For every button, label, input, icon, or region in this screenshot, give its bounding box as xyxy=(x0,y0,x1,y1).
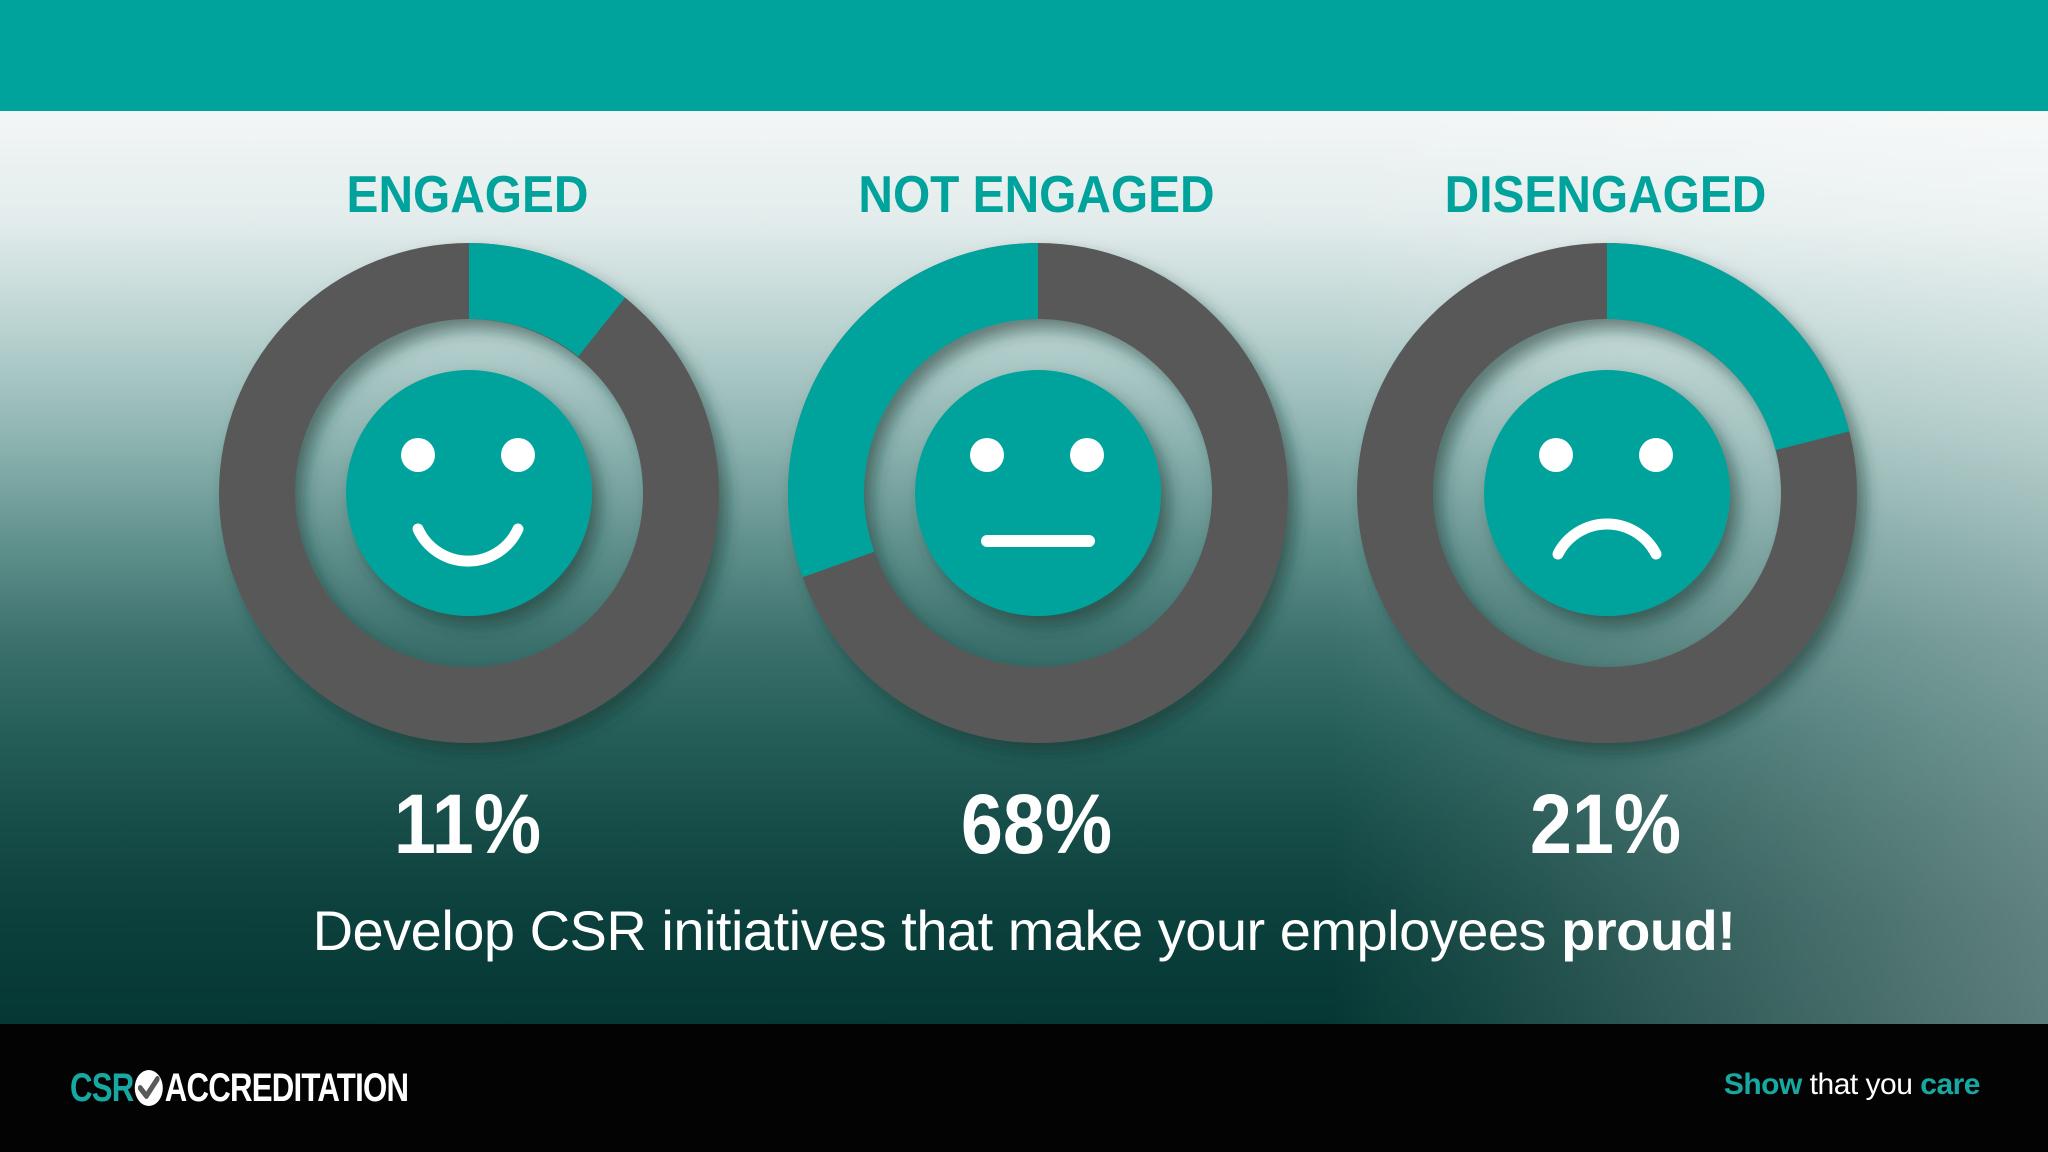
engaged-label: ENGAGED xyxy=(346,166,589,224)
tagline: Develop CSR initiatives that make your e… xyxy=(0,898,2048,963)
engaged-percentage: 11% xyxy=(393,777,542,871)
slogan-care: care xyxy=(1920,1068,1980,1101)
not-engaged-panel: NOT ENGAGED 68% xyxy=(752,111,1321,1024)
not-engaged-label: NOT ENGAGED xyxy=(858,166,1215,224)
engaged-donut-chart xyxy=(215,239,723,747)
tagline-emphasis: proud! xyxy=(1561,899,1736,962)
not-engaged-donut-svg xyxy=(787,243,1288,743)
disengaged-donut-svg xyxy=(1357,243,1857,743)
sad-face-icon xyxy=(1484,370,1730,616)
disengaged-label: DISENGAGED xyxy=(1444,166,1767,224)
slogan-show: Show xyxy=(1723,1068,1803,1101)
tagline-text: Develop CSR initiatives that make your e… xyxy=(312,899,1562,962)
footer-bar xyxy=(0,1024,2048,1152)
csr-accreditation-logo[interactable]: CSR ACCREDITATION xyxy=(70,1065,409,1110)
logo-accreditation-text: ACCREDITATION xyxy=(164,1065,409,1110)
engaged-panel: ENGAGED 11% xyxy=(183,111,752,1024)
slogan-middle: that you xyxy=(1801,1068,1921,1101)
header-bar xyxy=(0,0,2048,111)
happy-face-icon xyxy=(346,370,592,616)
disengaged-donut-chart xyxy=(1353,239,1861,747)
logo-csr-text: CSR xyxy=(70,1065,134,1110)
engaged-donut-svg xyxy=(219,243,719,743)
disengaged-percentage: 21% xyxy=(1529,777,1682,871)
not-engaged-donut-chart xyxy=(784,239,1292,747)
not-engaged-percentage: 68% xyxy=(960,777,1113,871)
checkmark-icon xyxy=(135,1070,164,1106)
disengaged-panel: DISENGAGED 21% xyxy=(1321,111,1890,1024)
neutral-face-icon xyxy=(915,370,1161,616)
footer-slogan: Show that you care xyxy=(1723,1068,1981,1102)
